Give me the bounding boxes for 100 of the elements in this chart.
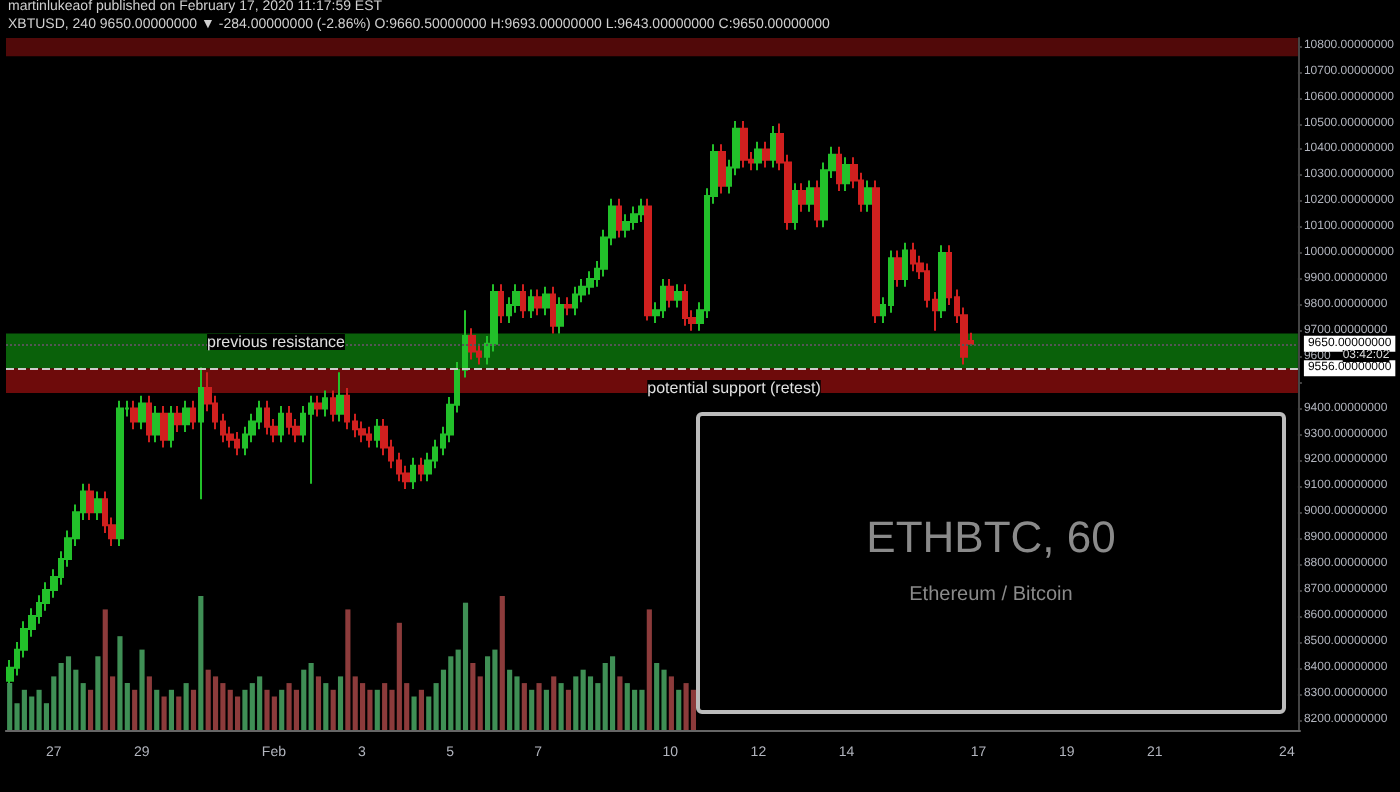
bar [551, 676, 557, 730]
bar [198, 596, 204, 730]
candlestick [116, 399, 124, 547]
candlestick [344, 386, 350, 431]
candlestick [622, 213, 630, 239]
bar [617, 676, 623, 730]
bar [529, 689, 535, 730]
candlestick [814, 179, 820, 229]
bar [573, 676, 579, 730]
candlestick [872, 179, 880, 325]
bar [499, 596, 505, 730]
candlestick [762, 140, 770, 169]
candlestick [94, 490, 102, 522]
bar [668, 676, 674, 730]
bar [190, 689, 197, 730]
candlestick [174, 405, 182, 433]
bar [374, 689, 380, 730]
bar [514, 676, 520, 730]
candlestick [520, 283, 526, 319]
candlestick [234, 430, 240, 457]
bar [580, 669, 586, 730]
candlestick [130, 399, 138, 431]
candlestick [836, 145, 842, 192]
bar [485, 656, 491, 730]
bar [609, 656, 616, 730]
bar [448, 656, 454, 730]
bar [646, 609, 652, 730]
bar [168, 689, 174, 730]
candlestick [682, 283, 688, 327]
bar [242, 689, 248, 730]
bar [337, 676, 344, 730]
bar [58, 663, 64, 730]
bar [330, 689, 336, 730]
bar [176, 696, 182, 730]
bar [543, 689, 549, 730]
candlestick [498, 283, 504, 325]
candlestick [468, 327, 476, 361]
candlestick [374, 417, 380, 449]
candlestick [528, 288, 534, 319]
bar [132, 689, 138, 730]
candlestick [542, 285, 550, 317]
candlestick [740, 119, 748, 169]
candlestick [902, 241, 908, 288]
candlestick [564, 296, 572, 317]
bar [558, 683, 564, 730]
bar [565, 689, 572, 730]
bar [227, 689, 233, 730]
candlestick [182, 399, 190, 433]
bar [36, 689, 42, 730]
candlestick [366, 425, 372, 449]
candlestick [864, 179, 872, 213]
annotation: potential support (retest) [647, 379, 822, 397]
bar [264, 689, 270, 730]
candlestick [336, 371, 344, 423]
candlestick [754, 140, 762, 172]
bar [293, 689, 299, 730]
bar [418, 689, 424, 730]
bar [235, 696, 241, 730]
candlestick [770, 125, 776, 169]
candlestick [792, 182, 798, 231]
candlestick [894, 249, 902, 288]
bar [470, 663, 476, 730]
candlestick [630, 205, 638, 231]
bar [602, 663, 608, 730]
bar [382, 683, 388, 730]
bar [286, 683, 292, 730]
candlestick [842, 156, 850, 192]
candlestick [674, 283, 682, 309]
bar [396, 622, 402, 730]
bar [87, 689, 94, 730]
candlestick [556, 296, 564, 335]
candlestick [358, 420, 366, 444]
candlestick [86, 482, 94, 522]
bar [507, 669, 513, 730]
bar [65, 656, 72, 730]
bar [271, 696, 277, 730]
bar [301, 669, 307, 730]
candlestick [152, 405, 160, 444]
bar [676, 689, 682, 730]
candlestick [190, 399, 196, 431]
bar [411, 696, 417, 730]
bar [117, 636, 123, 730]
bar [205, 669, 211, 730]
candlestick [418, 456, 424, 483]
bar [462, 602, 469, 730]
bar [249, 683, 255, 730]
candlestick [534, 288, 542, 317]
bar [220, 683, 226, 730]
bar [683, 683, 689, 730]
candlestick [806, 179, 814, 213]
bar [146, 676, 152, 730]
bar [29, 696, 35, 730]
bar [257, 676, 263, 730]
annotation: ETHBTC, 60 [864, 512, 1118, 563]
candlestick [938, 244, 946, 319]
candlestick [138, 394, 146, 431]
bar [154, 689, 160, 730]
candlestick [410, 456, 416, 490]
bar [95, 656, 101, 730]
candlestick [616, 197, 622, 239]
